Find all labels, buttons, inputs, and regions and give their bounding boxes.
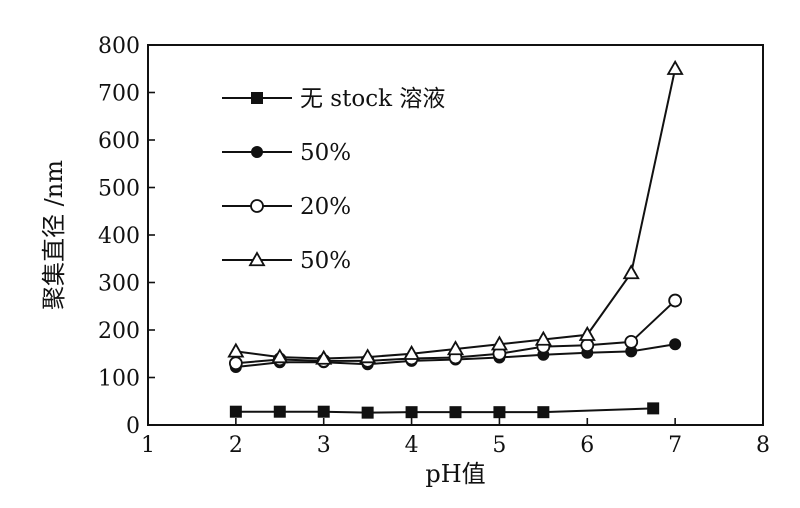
legend-marker (251, 146, 263, 158)
x-tick-label: 6 (580, 433, 594, 458)
series-layer (227, 59, 684, 419)
legend-item: 20% (222, 194, 351, 220)
y-tick-label: 400 (98, 224, 140, 249)
data-point (446, 340, 465, 356)
x-axis-title: pH值 (425, 460, 485, 488)
legend-marker (250, 199, 264, 213)
data-point (273, 405, 286, 418)
y-axis-title: 聚集直径 /nm (40, 160, 68, 310)
data-point (624, 334, 639, 349)
data-point (537, 406, 550, 419)
data-point (534, 330, 552, 346)
y-tick-label: 100 (98, 367, 140, 392)
data-point (229, 405, 242, 418)
y-tick-label: 200 (98, 319, 140, 344)
data-point (403, 344, 421, 360)
legend-label: 50% (300, 248, 351, 274)
x-tick-label: 3 (317, 433, 331, 458)
ticks: 1 2 3 4 5 6 7 8 0 100 200 300 400 500 600 700 800 (98, 34, 770, 458)
x-tick-label: 8 (756, 433, 770, 458)
legend: 无 stock 溶液 50% 20% 50% (222, 86, 445, 274)
y-tick-label: 0 (126, 414, 140, 439)
y-tick-label: 800 (98, 34, 140, 59)
data-point (317, 405, 330, 418)
data-point (361, 406, 374, 419)
series-3 (227, 59, 684, 365)
x-tick-label: 7 (668, 433, 682, 458)
x-tick-label: 1 (141, 433, 155, 458)
data-point (668, 293, 683, 308)
data-point (490, 335, 508, 351)
y-tick-label: 300 (98, 272, 140, 297)
data-point (359, 348, 377, 364)
legend-label: 无 stock 溶液 (300, 86, 445, 112)
data-point (666, 59, 684, 75)
data-point (493, 406, 506, 419)
legend-item: 50% (222, 140, 351, 166)
y-tick-label: 500 (98, 177, 140, 202)
data-point (271, 348, 289, 364)
y-tick-label: 700 (98, 82, 140, 107)
data-point (315, 349, 333, 365)
legend-marker (248, 251, 266, 267)
data-point (669, 338, 682, 351)
data-point (578, 325, 596, 341)
data-point (449, 406, 462, 419)
x-tick-label: 2 (229, 433, 243, 458)
y-tick-label: 600 (98, 129, 140, 154)
data-point (405, 406, 418, 419)
legend-label: 20% (300, 194, 351, 220)
data-point (227, 342, 245, 358)
series-0 (229, 402, 660, 419)
legend-marker (251, 92, 263, 104)
x-tick-label: 4 (405, 433, 419, 458)
x-tick-label: 5 (492, 433, 506, 458)
data-point (647, 402, 660, 415)
data-point (622, 264, 640, 280)
data-point (228, 356, 243, 371)
legend-label: 50% (300, 140, 351, 166)
legend-item: 无 stock 溶液 (222, 86, 445, 112)
series-line (235, 407, 654, 414)
legend-item: 50% (222, 248, 351, 274)
data-point (580, 338, 595, 353)
